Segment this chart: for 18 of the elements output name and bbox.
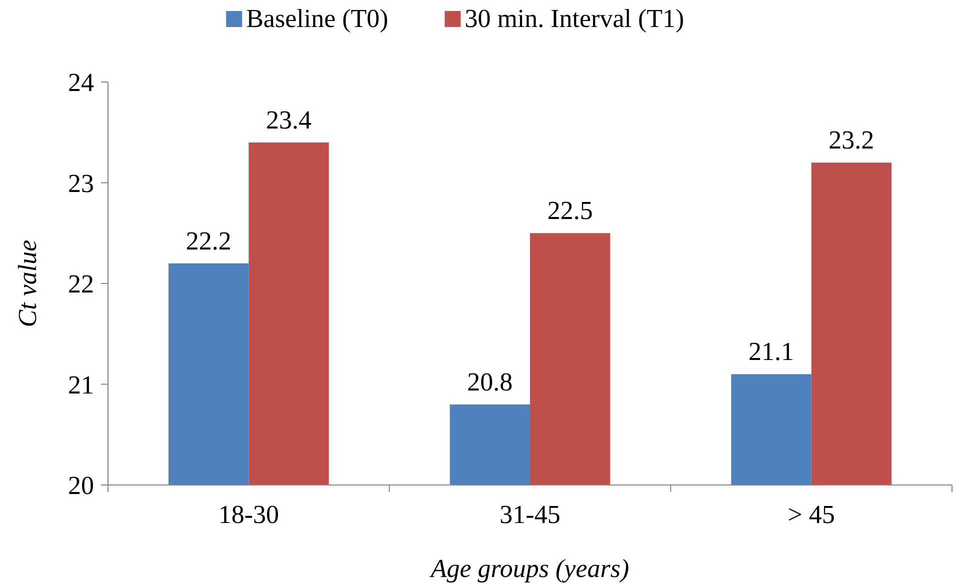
y-tick-label: 23: [68, 168, 94, 198]
data-label: 21.1: [748, 337, 794, 366]
x-tick-label: 31-45: [500, 500, 560, 529]
x-tick-label: 18-30: [218, 500, 280, 529]
legend-label: Baseline (T0): [246, 4, 388, 33]
y-tick-label: 21: [68, 370, 94, 400]
data-label: 20.8: [467, 367, 513, 396]
y-axis-title: Ct value: [13, 240, 42, 328]
y-tick-label: 20: [68, 471, 94, 500]
data-label: 23.2: [828, 126, 874, 155]
data-label: 23.4: [266, 105, 312, 134]
x-axis-title: Age groups (years): [428, 554, 630, 583]
legend-label: 30 min. Interval (T1): [464, 4, 684, 33]
data-label: 22.2: [186, 226, 232, 256]
y-tick-label: 22: [68, 270, 94, 299]
x-tick-label: > 45: [788, 500, 835, 529]
y-tick-label: 24: [68, 68, 94, 98]
data-label: 22.5: [547, 196, 593, 226]
